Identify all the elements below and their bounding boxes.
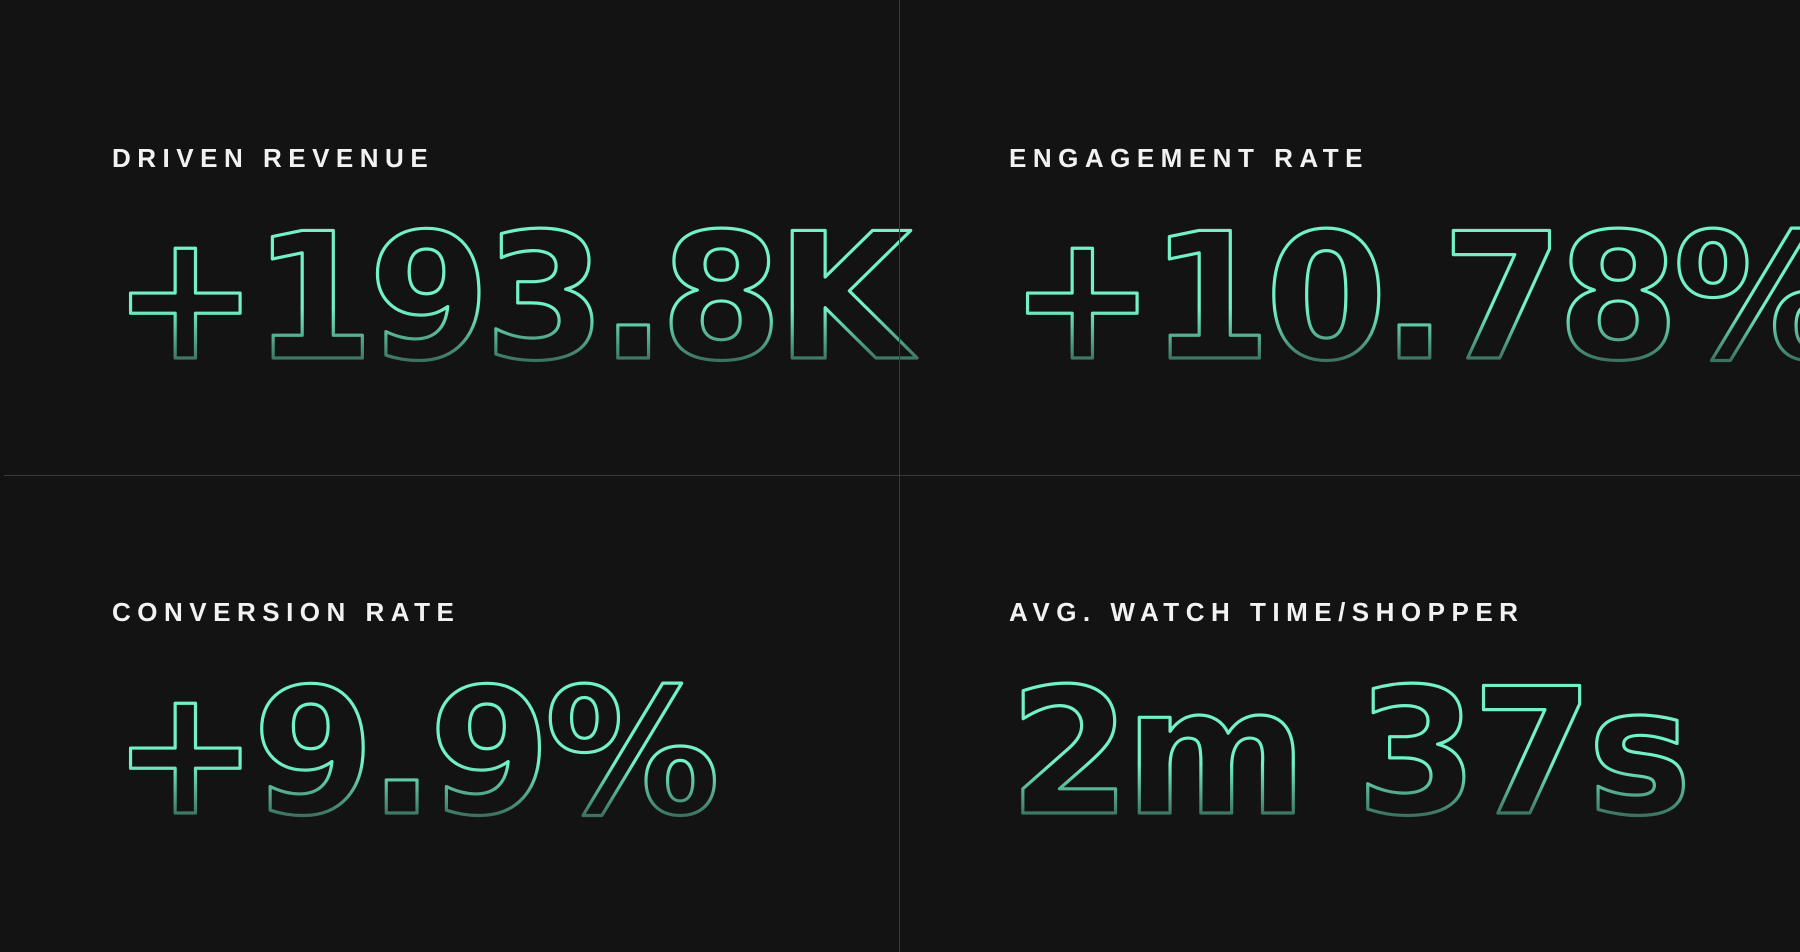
stat-value-outline: 2m 37s [1007,650,1693,856]
stat-value-outline: +10.78% [1007,195,1800,401]
stat-card-driven-revenue: DRIVEN REVENUE +193.8K [0,0,924,475]
stat-value: +9.9% [110,650,892,856]
stat-value-outline: +193.8K [110,195,924,401]
stat-label: CONVERSION RATE [112,597,461,627]
horizontal-divider [4,475,1800,476]
stat-value: +10.78% [1007,195,1800,401]
stat-value-text: +9.9% [112,652,715,855]
vertical-divider [899,0,900,952]
stat-label: DRIVEN REVENUE [112,143,435,173]
stat-value-text: +193.8K [112,197,917,400]
stat-value-text: 2m 37s [1009,652,1686,855]
stat-value-outline: +9.9% [110,650,722,856]
stat-card-conversion-rate: CONVERSION RATE +9.9% [0,475,899,952]
stat-card-avg-watch-time: AVG. WATCH TIME/SHOPPER 2m 37s [899,475,1800,952]
stat-value: +193.8K [110,195,924,401]
stat-value: 2m 37s [1007,650,1789,856]
stat-value-text: +10.78% [1009,197,1800,400]
stat-card-engagement-rate: ENGAGEMENT RATE +10.78% [899,0,1800,475]
stat-label: ENGAGEMENT RATE [1009,143,1369,173]
stat-label: AVG. WATCH TIME/SHOPPER [1009,597,1525,627]
